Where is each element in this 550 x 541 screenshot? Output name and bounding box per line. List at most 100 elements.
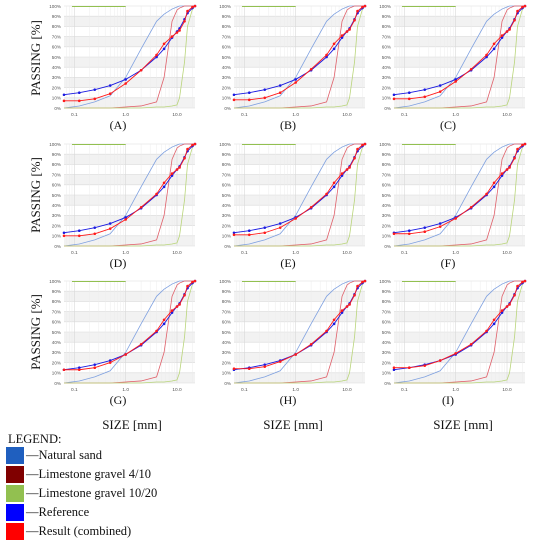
series-line-limestone-gravel-10-20 bbox=[394, 143, 526, 247]
x-tick-label: 1.0 bbox=[292, 112, 299, 118]
point-result-combined bbox=[356, 284, 359, 288]
series-line-limestone-gravel-10-20 bbox=[234, 143, 366, 247]
point-result-combined bbox=[232, 233, 236, 237]
legend-title: LEGEND: bbox=[8, 432, 62, 446]
point-result-combined bbox=[516, 147, 519, 151]
y-tick-label: 10% bbox=[382, 234, 391, 239]
point-result-combined bbox=[178, 166, 181, 169]
point-reference bbox=[332, 47, 336, 51]
point-reference bbox=[263, 88, 267, 91]
grid-band bbox=[394, 77, 525, 88]
point-result-combined bbox=[155, 192, 158, 196]
point-result-combined bbox=[77, 99, 81, 103]
y-tick-label: 50% bbox=[382, 55, 391, 60]
point-result-combined bbox=[513, 293, 516, 297]
point-result-combined bbox=[513, 18, 516, 22]
point-result-combined bbox=[353, 156, 356, 160]
y-tick-label: 30% bbox=[222, 75, 231, 80]
point-result-combined bbox=[505, 168, 509, 171]
plot-a: 0% 10% 20% 30% 40% 50% 60% 70% 80% 90% 100% 0.1 1.0 1… bbox=[49, 4, 197, 118]
point-result-combined bbox=[353, 18, 356, 22]
point-result-combined bbox=[513, 156, 516, 160]
point-result-combined bbox=[247, 233, 251, 237]
y-tick-label: 60% bbox=[52, 45, 61, 50]
point-result-combined bbox=[309, 67, 313, 71]
y-tick-label: 70% bbox=[382, 34, 391, 39]
plot-h: 0% 10% 20% 30% 40% 50% 60% 70% 80% 90% 100% 0.1 1.0 1… bbox=[219, 279, 367, 393]
y-tick-label: 90% bbox=[382, 152, 391, 157]
point-result-combined bbox=[492, 318, 496, 322]
point-result-combined bbox=[353, 293, 356, 297]
y-tick-label: 90% bbox=[52, 289, 61, 294]
point-result-combined bbox=[232, 367, 236, 371]
y-tick-label: 60% bbox=[382, 320, 391, 325]
grid-band bbox=[394, 352, 525, 363]
grid-band bbox=[64, 332, 195, 343]
point-result-combined bbox=[232, 98, 236, 102]
y-tick-label: 70% bbox=[52, 34, 61, 39]
point-result-combined bbox=[438, 90, 442, 93]
y-tick-label: 40% bbox=[382, 340, 391, 345]
x-tick-label: 0.1 bbox=[241, 387, 248, 393]
series-line-limestone-gravel-10-20 bbox=[234, 280, 366, 384]
point-reference bbox=[247, 229, 251, 232]
y-tick-label: 100% bbox=[49, 142, 61, 147]
point-result-combined bbox=[263, 96, 267, 100]
point-reference bbox=[485, 55, 488, 59]
grid-band bbox=[394, 195, 525, 206]
grid-band bbox=[64, 97, 195, 108]
grid-band bbox=[394, 311, 525, 322]
point-result-combined bbox=[361, 280, 364, 284]
y-tick-label: 30% bbox=[222, 213, 231, 218]
grid-band bbox=[234, 215, 365, 226]
point-result-combined bbox=[508, 28, 511, 31]
point-result-combined bbox=[356, 147, 359, 151]
grid-band bbox=[64, 291, 195, 302]
panel-label-f: (F) bbox=[440, 256, 456, 270]
point-result-combined bbox=[392, 97, 396, 101]
point-result-combined bbox=[124, 82, 127, 85]
point-result-combined bbox=[193, 279, 197, 283]
x-tick-label: 0.1 bbox=[401, 387, 408, 393]
grid-band bbox=[394, 215, 525, 226]
legend-swatch-result-combined bbox=[6, 523, 24, 540]
point-result-combined bbox=[108, 361, 112, 364]
point-result-combined bbox=[170, 172, 174, 175]
y-tick-label: 40% bbox=[52, 65, 61, 70]
point-reference bbox=[93, 363, 97, 366]
y-tick-label: 80% bbox=[382, 162, 391, 167]
panel-g: 0% 10% 20% 30% 40% 50% 60% 70% 80% 90% 100% 0.1 1.0 1… bbox=[38, 275, 198, 410]
point-reference bbox=[247, 91, 251, 94]
point-result-combined bbox=[454, 352, 457, 355]
plot-i: 0% 10% 20% 30% 40% 50% 60% 70% 80% 90% 100% 0.1 1.0 1… bbox=[379, 279, 527, 393]
point-result-combined bbox=[325, 192, 328, 196]
point-result-combined bbox=[325, 53, 328, 57]
point-result-combined bbox=[521, 280, 524, 284]
plot-f: 0% 10% 20% 30% 40% 50% 60% 70% 80% 90% 100% 0.1 1.0 1… bbox=[379, 142, 527, 256]
y-tick-label: 100% bbox=[219, 142, 231, 147]
point-result-combined bbox=[139, 342, 143, 346]
y-tick-label: 60% bbox=[222, 183, 231, 188]
grid-band bbox=[234, 57, 365, 68]
point-result-combined bbox=[77, 368, 81, 372]
y-tick-label: 50% bbox=[222, 55, 231, 60]
y-tick-label: 90% bbox=[382, 289, 391, 294]
point-result-combined bbox=[325, 329, 328, 333]
panel-label-d: (D) bbox=[109, 256, 127, 270]
grid-band bbox=[394, 372, 525, 383]
legend-swatch-limestone-4-10 bbox=[6, 466, 24, 483]
y-tick-label: 0% bbox=[384, 381, 391, 386]
legend-label-reference: —Reference bbox=[26, 505, 90, 519]
y-tick-label: 20% bbox=[52, 223, 61, 228]
y-tick-label: 40% bbox=[382, 203, 391, 208]
y-tick-label: 40% bbox=[222, 65, 231, 70]
x-tick-label: 10.0 bbox=[342, 250, 352, 256]
grid-band bbox=[64, 195, 195, 206]
panel-label-e: (E) bbox=[280, 256, 296, 270]
y-tick-label: 100% bbox=[219, 279, 231, 284]
y-tick-label: 30% bbox=[52, 213, 61, 218]
x-axis-label-col-3: SIZE [mm] bbox=[433, 417, 493, 432]
grid-band bbox=[234, 36, 365, 47]
panel-label-b: (B) bbox=[280, 118, 296, 132]
point-reference bbox=[423, 226, 427, 229]
